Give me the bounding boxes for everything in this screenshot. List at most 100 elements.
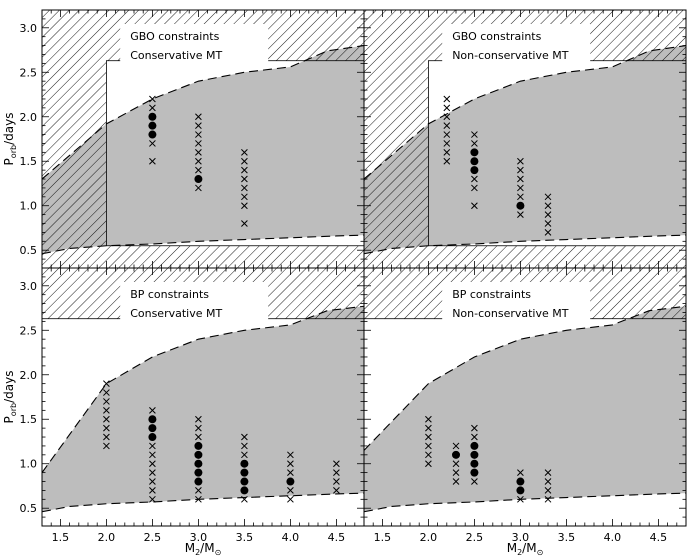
dot-marker <box>194 468 203 477</box>
y-tick-label: 0.5 <box>20 502 38 515</box>
cross-marker <box>452 478 460 485</box>
legend-box: BP constraints Non-conservative MT <box>442 282 591 324</box>
cross-marker <box>544 478 552 485</box>
dot-marker <box>194 175 203 184</box>
cross-marker <box>195 122 202 130</box>
lower-boundary-line <box>42 234 364 255</box>
cross-marker <box>241 193 248 201</box>
x-axis-title: M2/M⊙ <box>185 541 222 557</box>
x-tick-label: 1.5 <box>52 531 70 544</box>
cross-marker <box>195 495 202 503</box>
legend-line: Conservative MT <box>130 49 222 62</box>
cross-marker <box>443 157 451 165</box>
dot-marker <box>240 459 249 468</box>
cross-marker <box>149 478 156 485</box>
cross-marker <box>195 113 202 121</box>
cross-marker <box>195 166 202 174</box>
constrained-region <box>364 318 686 512</box>
x-tick-label: 2.5 <box>466 531 484 544</box>
dot-marker <box>470 468 479 477</box>
dot-marker <box>240 486 249 495</box>
upper-boundary-line <box>42 45 364 180</box>
cross-marker <box>149 495 156 503</box>
dot-marker <box>452 450 460 459</box>
cross-marker <box>517 211 524 218</box>
legend-line: Conservative MT <box>130 307 222 320</box>
legend-line: GBO constraints <box>452 30 541 43</box>
cross-marker <box>149 95 156 103</box>
cross-marker <box>287 460 294 468</box>
x-tick-label: 4.5 <box>650 531 668 544</box>
chart-panel-top-right: GBO constraints Non-conservative MT <box>363 9 687 269</box>
cross-marker <box>241 495 248 503</box>
cross-marker <box>517 184 524 192</box>
y-tick-label: 2.5 <box>20 66 38 79</box>
cross-marker <box>452 442 460 450</box>
cross-marker <box>149 157 156 165</box>
cross-marker <box>195 148 202 156</box>
dot-marker <box>470 459 479 468</box>
x-tick-label: 3.0 <box>512 531 530 544</box>
plot-area <box>364 268 686 526</box>
legend-background <box>120 282 269 324</box>
cross-marker <box>471 140 478 147</box>
cross-marker <box>195 487 202 494</box>
cross-marker <box>517 193 524 201</box>
dot-marker <box>194 459 203 468</box>
cross-marker <box>195 157 202 165</box>
dot-marker <box>286 477 295 486</box>
legend-background <box>442 24 591 66</box>
dot-marker <box>240 468 249 477</box>
cross-marker <box>241 157 248 165</box>
constrained-region <box>42 318 364 512</box>
y-tick-label: 1.5 <box>20 413 38 426</box>
x-tick-label: 3.0 <box>190 531 208 544</box>
x-tick-label: 2.5 <box>144 531 162 544</box>
y-tick-label: 2.0 <box>20 111 38 124</box>
x-tick-label: 3.5 <box>236 531 254 544</box>
chart-panel-bottom-left: 0.5 1.0 1.5 2.0 2.5 3.0 1.5 2.0 2.5 3.0 3.5 4.0 4.5 B… <box>20 267 365 544</box>
cross-marker <box>287 469 294 476</box>
constrained-region <box>428 60 686 246</box>
dot-marker <box>148 130 157 139</box>
cross-marker <box>103 415 110 423</box>
cross-marker <box>517 157 524 165</box>
cross-marker <box>471 131 478 138</box>
cross-marker <box>241 451 248 459</box>
cross-marker <box>517 166 524 174</box>
cross-marker <box>241 220 248 227</box>
y-tick-label: 2.5 <box>20 324 38 337</box>
cross-marker <box>425 415 432 423</box>
chart-panel-top-left: 0.5 1.0 1.5 2.0 2.5 3.0 GBO constraints Conserv… <box>20 9 365 269</box>
y-axis-title: Porb/days <box>2 371 18 424</box>
cross-marker <box>195 424 202 432</box>
legend-background <box>120 24 269 66</box>
upper-boundary-line <box>42 305 364 473</box>
cross-marker <box>544 220 552 227</box>
cross-marker <box>103 433 110 441</box>
x-tick-label: 2.0 <box>420 531 438 544</box>
cross-marker <box>195 184 202 192</box>
dot-marker <box>148 415 157 424</box>
cross-marker <box>241 166 248 174</box>
cross-marker <box>195 140 202 147</box>
cross-marker <box>443 104 451 112</box>
y-tick-label: 3.0 <box>20 22 38 35</box>
cross-marker <box>471 478 478 485</box>
cross-marker <box>103 398 110 405</box>
constraint-box <box>106 60 364 246</box>
cross-marker <box>443 113 451 121</box>
x-tick-label: 2.0 <box>98 531 116 544</box>
cross-marker <box>425 424 432 432</box>
cross-marker <box>443 131 451 138</box>
cross-marker <box>103 406 110 414</box>
cross-marker <box>149 451 156 459</box>
cross-marker <box>544 202 552 210</box>
x-tick-label: 3.5 <box>558 531 576 544</box>
upper-boundary-line <box>364 305 686 451</box>
legend-line: GBO constraints <box>130 30 219 43</box>
y-tick-label: 0.5 <box>20 244 38 257</box>
x-axis-title: M2/M⊙ <box>507 541 544 557</box>
cross-marker <box>241 184 248 192</box>
